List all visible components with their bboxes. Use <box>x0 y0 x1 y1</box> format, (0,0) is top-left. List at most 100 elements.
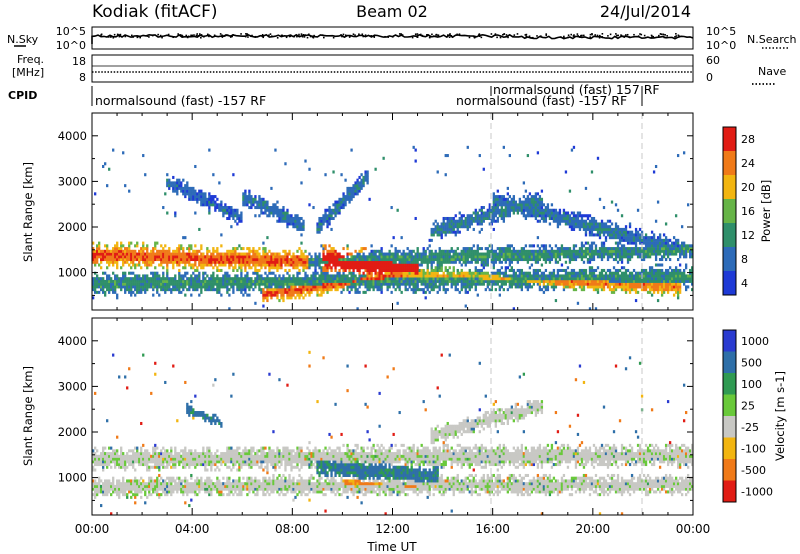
nsearch-dot <box>577 35 579 37</box>
power-cell <box>270 208 273 212</box>
power-cell <box>94 255 97 259</box>
power-cell <box>196 192 199 196</box>
power-cell <box>418 271 421 275</box>
power-cell <box>358 268 361 272</box>
nsearch-dot <box>414 33 417 36</box>
power-cell <box>648 271 652 275</box>
nsearch-dot <box>354 34 356 36</box>
power-cell <box>268 288 271 292</box>
power-cell <box>220 200 223 204</box>
power-cell <box>236 258 239 262</box>
power-cell <box>242 282 245 286</box>
power-cell <box>402 279 405 283</box>
power-cell <box>360 258 363 262</box>
power-cell <box>338 206 341 210</box>
power-cell <box>466 258 469 262</box>
power-cell <box>380 279 383 283</box>
power-cell <box>520 249 524 253</box>
power-cell <box>370 274 373 278</box>
power-cell <box>116 282 119 286</box>
power-cell <box>308 282 311 286</box>
power-cell <box>490 206 493 210</box>
power-cell <box>354 186 357 190</box>
power-cell <box>532 252 536 256</box>
power-cell <box>390 282 393 286</box>
power-cell <box>232 249 235 253</box>
power-cell <box>138 263 141 267</box>
power-cell <box>444 216 447 221</box>
power-cell <box>262 258 265 262</box>
power-cell <box>614 203 618 207</box>
power-cell <box>392 236 395 240</box>
power-cell <box>92 279 95 283</box>
power-cell <box>152 247 155 251</box>
power-cell <box>512 203 516 207</box>
nsearch-dot <box>643 34 646 37</box>
power-cell <box>174 288 177 292</box>
power-cell <box>244 260 247 264</box>
power-cell <box>444 173 447 177</box>
power-cell <box>282 282 285 286</box>
power-cell <box>628 274 632 278</box>
power-cell <box>454 282 457 286</box>
power-cell <box>466 216 469 221</box>
power-cell <box>530 195 534 199</box>
power-cell <box>440 249 443 253</box>
power-cell <box>510 285 513 289</box>
nsearch-label: N.Search <box>747 33 797 46</box>
power-cell <box>322 247 325 251</box>
power-cell <box>374 167 377 171</box>
power-cell <box>254 268 257 272</box>
power-cell <box>182 279 185 283</box>
power-cell <box>360 186 363 190</box>
power-cell <box>538 288 542 292</box>
power-cell <box>418 288 421 292</box>
power-cell <box>388 255 391 259</box>
power-cell <box>556 219 560 223</box>
power-cell <box>410 268 413 272</box>
power-cell <box>138 282 141 286</box>
power-cell <box>176 186 179 190</box>
power-cell <box>258 206 261 210</box>
power-cell <box>404 263 407 267</box>
power-cell <box>546 285 550 289</box>
power-cell <box>254 200 257 204</box>
power-cell <box>654 274 658 278</box>
power-cell <box>206 258 209 262</box>
power-cell <box>216 255 219 259</box>
power-cell <box>156 241 159 245</box>
power-cell <box>644 241 648 245</box>
power-cell <box>244 285 247 289</box>
power-cell <box>434 227 437 231</box>
power-cell <box>646 249 650 253</box>
power-cell <box>206 288 209 292</box>
nsearch-dot <box>392 36 394 38</box>
power-cell <box>544 260 548 264</box>
power-cell <box>540 211 544 215</box>
power-cell <box>128 189 131 193</box>
power-cell <box>550 208 554 212</box>
nsearch-dot <box>387 36 390 38</box>
power-cell <box>506 247 509 251</box>
power-cell <box>492 216 495 221</box>
power-cell <box>426 255 429 259</box>
power-cell <box>610 222 614 226</box>
power-cell <box>442 277 445 281</box>
power-cell <box>626 249 630 253</box>
power-cell <box>594 277 598 281</box>
nsearch-dot <box>450 34 453 37</box>
power-cell <box>98 282 101 286</box>
power-cell <box>650 249 654 253</box>
power-cell <box>234 279 237 283</box>
power-cell <box>606 274 610 278</box>
power-cell <box>234 249 237 253</box>
power-cell <box>330 277 333 281</box>
power-cell <box>116 263 119 267</box>
power-cell <box>248 255 251 259</box>
power-cell <box>356 184 359 188</box>
power-cell <box>262 200 265 204</box>
power-cell <box>566 214 570 218</box>
power-cell <box>498 268 501 272</box>
power-cell <box>588 285 592 289</box>
power-cell <box>520 274 524 278</box>
